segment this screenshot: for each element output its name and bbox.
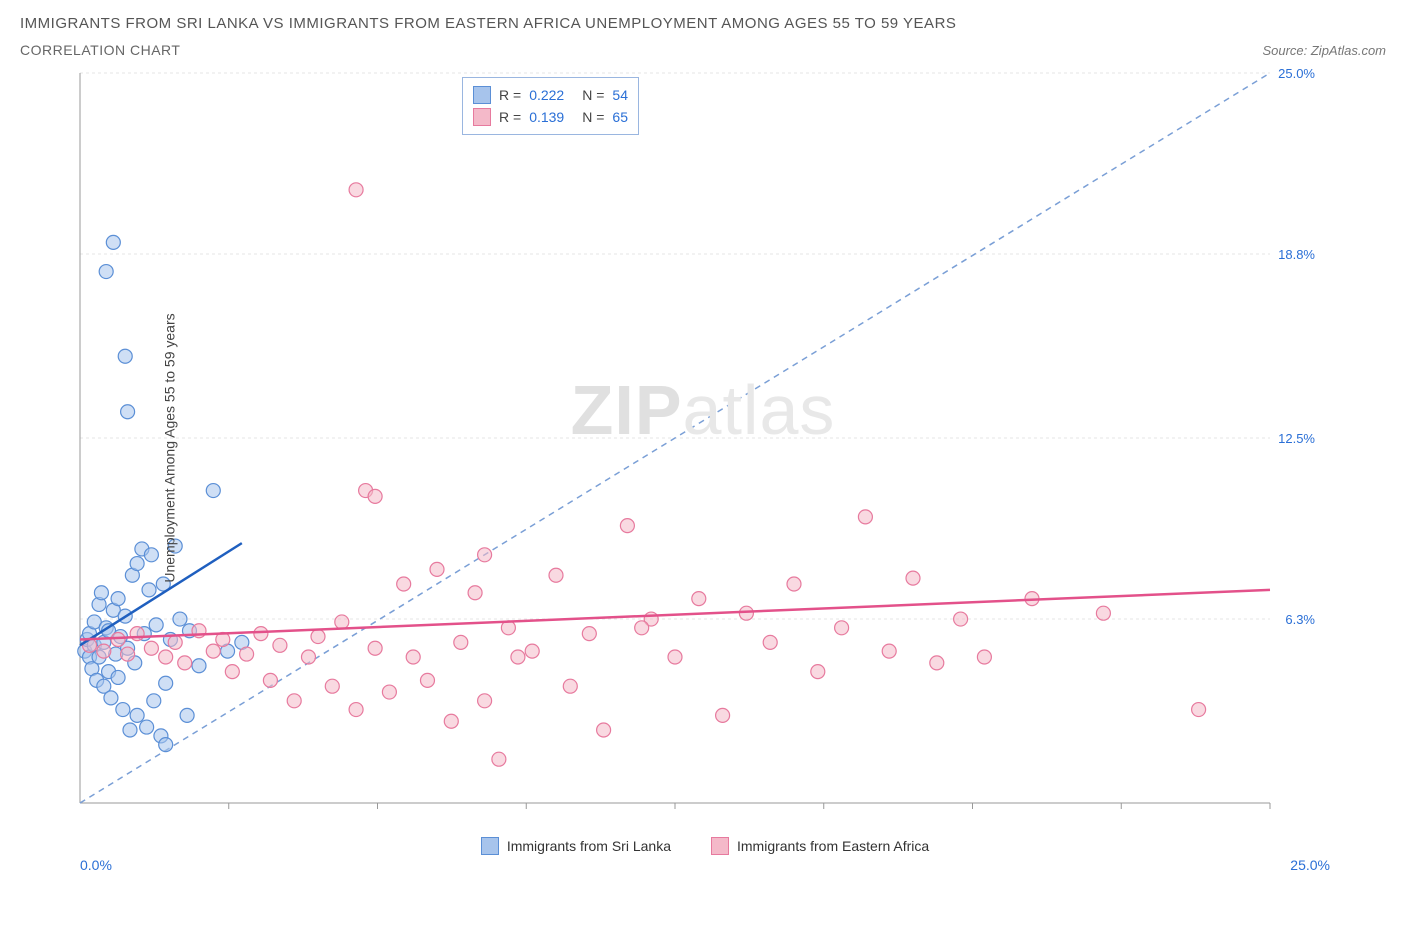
scatter-plot: 6.3% 12.5% 18.8% 25.0% xyxy=(20,63,1320,833)
stats-n-label: N = xyxy=(582,84,604,106)
legend-swatch xyxy=(711,837,729,855)
stats-r-value: 0.139 xyxy=(529,106,564,128)
legend-item: Immigrants from Eastern Africa xyxy=(711,837,929,855)
stats-r-value: 0.222 xyxy=(529,84,564,106)
stats-swatch xyxy=(473,108,491,126)
stats-n-value: 65 xyxy=(612,106,628,128)
chart-subtitle: CORRELATION CHART xyxy=(20,42,180,58)
stats-row: R = 0.139 N = 65 xyxy=(473,106,628,128)
stats-swatch xyxy=(473,86,491,104)
svg-text:25.0%: 25.0% xyxy=(1278,66,1315,81)
legend-label: Immigrants from Sri Lanka xyxy=(507,838,671,854)
stats-r-label: R = xyxy=(499,84,521,106)
y-axis-title: Unemployment Among Ages 55 to 59 years xyxy=(162,313,178,582)
stats-r-label: R = xyxy=(499,106,521,128)
series-legend: Immigrants from Sri Lanka Immigrants from… xyxy=(80,837,1330,855)
chart-wrapper: Unemployment Among Ages 55 to 59 years Z… xyxy=(20,63,1386,833)
x-axis-range: 0.0% 25.0% xyxy=(80,857,1330,873)
legend-item: Immigrants from Sri Lanka xyxy=(481,837,671,855)
legend-label: Immigrants from Eastern Africa xyxy=(737,838,929,854)
stats-row: R = 0.222 N = 54 xyxy=(473,84,628,106)
subtitle-row: CORRELATION CHART Source: ZipAtlas.com xyxy=(20,42,1386,58)
x-min-label: 0.0% xyxy=(80,857,112,873)
svg-text:18.8%: 18.8% xyxy=(1278,247,1315,262)
source-label: Source: ZipAtlas.com xyxy=(1262,43,1386,58)
svg-text:6.3%: 6.3% xyxy=(1285,612,1315,627)
svg-text:12.5%: 12.5% xyxy=(1278,431,1315,446)
stats-n-label: N = xyxy=(582,106,604,128)
correlation-stats-box: R = 0.222 N = 54 R = 0.139 N = 65 xyxy=(462,77,639,135)
chart-title: IMMIGRANTS FROM SRI LANKA VS IMMIGRANTS … xyxy=(20,15,1386,32)
x-max-label: 25.0% xyxy=(1290,857,1330,873)
legend-swatch xyxy=(481,837,499,855)
stats-n-value: 54 xyxy=(612,84,628,106)
